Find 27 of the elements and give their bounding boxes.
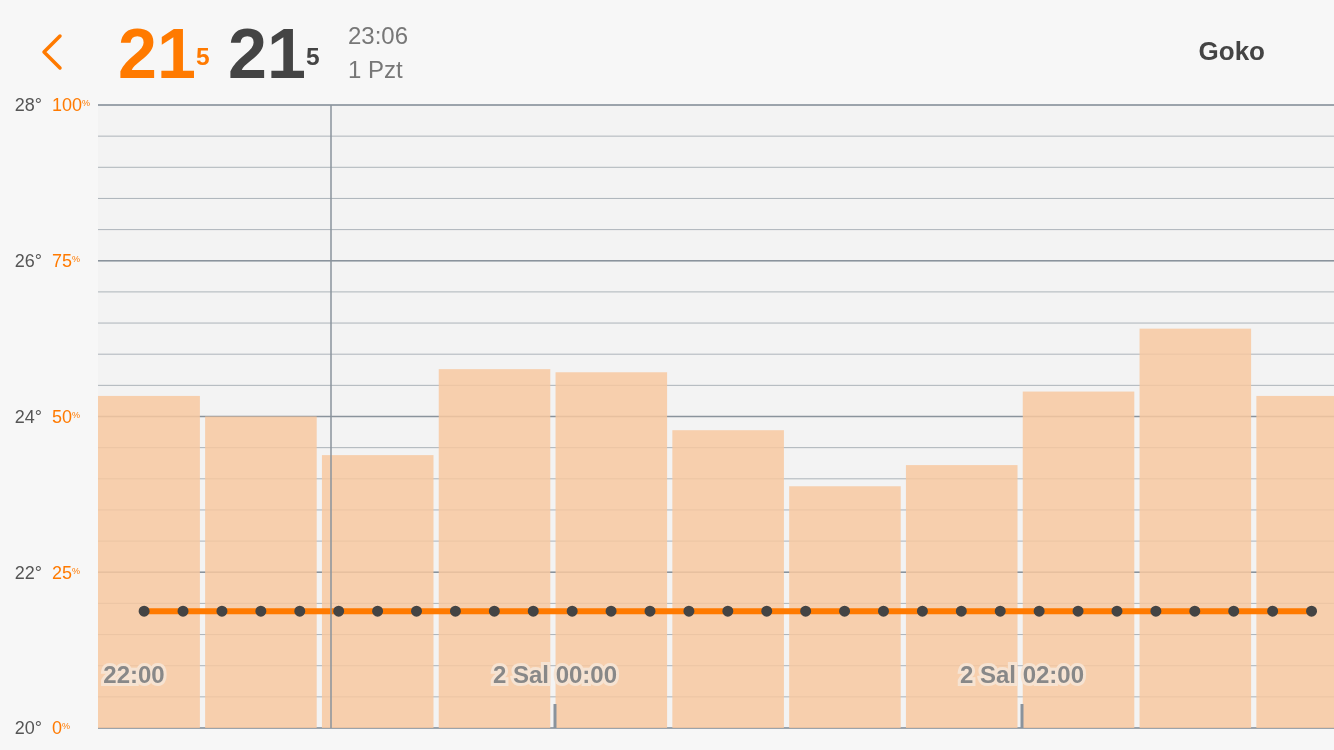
- text: 21$^{5}$: [118, 15, 210, 93]
- annotation: 2 Sal 02:00: [959, 661, 1085, 688]
- bar: [672, 430, 784, 728]
- y2-tick-label: 75$^{%}$: [52, 251, 81, 272]
- y2-tick-label: 50$^{%}$: [52, 406, 81, 427]
- annotation: 22:00: [103, 661, 165, 688]
- y-tick-label: 24°: [14, 406, 42, 427]
- text: 21$^{5}$: [228, 15, 320, 93]
- bar: [555, 372, 668, 728]
- bar: [905, 465, 1018, 728]
- y-tick-label: 28°: [14, 95, 42, 116]
- y-tick-label: 22°: [14, 562, 42, 583]
- bar: [789, 486, 901, 728]
- bar: [1139, 328, 1252, 728]
- chart-title: Goko: [1198, 36, 1265, 66]
- bar: [1022, 391, 1135, 728]
- bar: [205, 416, 317, 728]
- bar: [438, 369, 551, 728]
- bar: [321, 455, 434, 728]
- text: 23:06: [348, 22, 409, 49]
- y-tick-label: 26°: [14, 251, 42, 272]
- y-tick-label: 20°: [14, 718, 42, 739]
- y2-tick-label: 25$^{%}$: [52, 562, 81, 583]
- annotation: 2 Sal 00:00: [492, 661, 618, 688]
- y2-tick-label: 100$^{%}$: [52, 95, 91, 116]
- y2-tick-label: 0$^{%}$: [52, 718, 71, 739]
- text: 1 Pzt: [348, 56, 404, 83]
